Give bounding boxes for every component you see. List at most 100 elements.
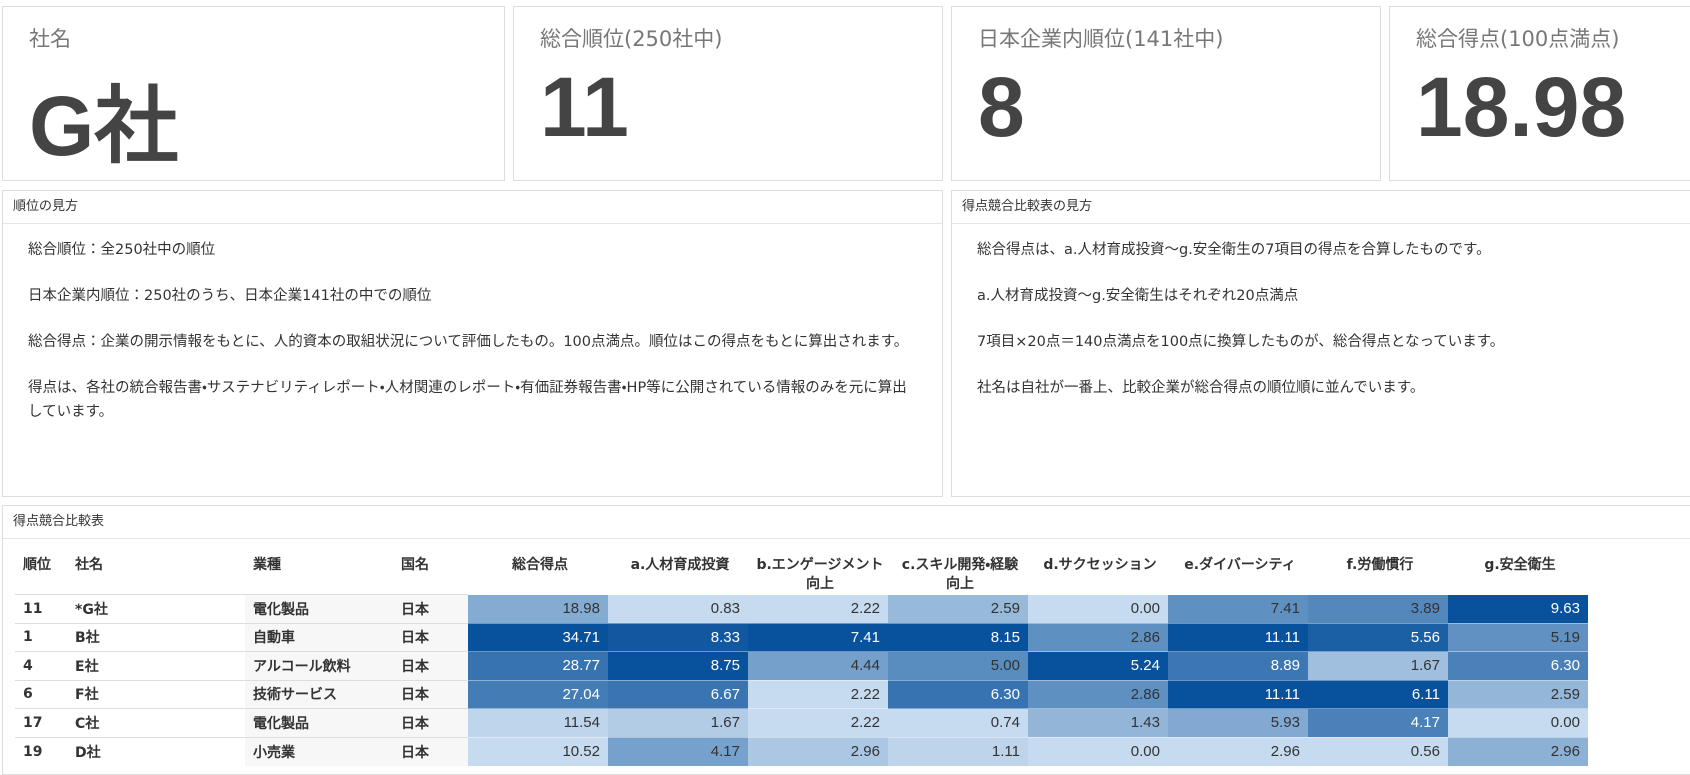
table-cell: 11.54 <box>468 708 608 737</box>
table-cell: 0.00 <box>1028 736 1168 766</box>
table-cell: 日本 <box>393 622 468 652</box>
table-cell: 日本 <box>393 679 468 709</box>
table-row: 17 C社 電化製品 日本 11.54 1.67 2.22 0.74 1.43 5.93 4.17 0… <box>15 708 1588 737</box>
table-cell: 2.96 <box>1448 736 1588 766</box>
table-cell: 5.56 <box>1308 622 1448 652</box>
table-cell: 11 <box>15 594 67 623</box>
table-cell: 1.67 <box>1308 651 1448 680</box>
table-cell: C社 <box>67 708 245 737</box>
panel-title: 得点競合比較表の見方 <box>952 191 1690 224</box>
column-header: g.安全衛生 <box>1484 557 1556 573</box>
table-cell: 2.86 <box>1028 679 1168 709</box>
table-cell: 日本 <box>393 651 468 680</box>
kpi-label: 日本企業内順位(141社中) <box>978 27 1224 51</box>
table-cell: 8.75 <box>608 651 748 680</box>
table-row: 1 B社 自動車 日本 34.71 8.33 7.41 8.15 2.86 11.11 5.56 5.… <box>15 622 1588 652</box>
kpi-value: G社 <box>29 79 179 173</box>
table-cell: 電化製品 <box>245 708 393 737</box>
table-cell: 6.67 <box>608 679 748 709</box>
table-cell: 2.22 <box>748 679 888 709</box>
table-cell: 1.11 <box>888 736 1028 766</box>
paragraph: 総合順位：全250社中の順位 <box>28 242 216 258</box>
column-header: 業種 <box>253 557 281 573</box>
table-cell: 18.98 <box>468 594 608 623</box>
table-cell: 1.67 <box>608 708 748 737</box>
table-cell: 7.41 <box>748 622 888 652</box>
kpi-label: 総合順位(250社中) <box>540 27 723 51</box>
column-header: f.労働慣行 <box>1346 557 1414 573</box>
column-header: 国名 <box>401 557 429 573</box>
table-cell: 4.44 <box>748 651 888 680</box>
paragraph: 社名は自社が一番上、比較企業が総合得点の順位順に並んでいます。 <box>977 380 1425 396</box>
kpi-card: 社名 G社 <box>2 6 505 181</box>
table-cell: 2.59 <box>1448 679 1588 709</box>
table-cell: 27.04 <box>468 679 608 709</box>
column-header: b.エンゲージメント向上 <box>756 557 884 592</box>
panel-title: 得点競合比較表 <box>3 506 1690 539</box>
table-cell: 0.00 <box>1028 594 1168 623</box>
table-cell: 11.11 <box>1168 622 1308 652</box>
table-cell: B社 <box>67 622 245 652</box>
table-cell: 1.43 <box>1028 708 1168 737</box>
table-panel: 得点競合比較表 順位 社名 業種 国名 総合得点 a.人材育成投資 b.エンゲージメント向上… <box>2 505 1690 775</box>
table-cell: 8.15 <box>888 622 1028 652</box>
paragraph: 総合得点は、a.人材育成投資〜g.安全衛生の7項目の得点を合算したものです。 <box>977 242 1491 258</box>
table-cell: 9.63 <box>1448 594 1588 623</box>
table-cell: 0.83 <box>608 594 748 623</box>
table-cell: 日本 <box>393 708 468 737</box>
info-panel: 順位の見方 総合順位：全250社中の順位日本企業内順位：250社のうち、日本企業… <box>2 190 943 497</box>
table-cell: 4.17 <box>608 736 748 766</box>
table-cell: 2.96 <box>748 736 888 766</box>
table-cell: 5.24 <box>1028 651 1168 680</box>
paragraph: 7項目×20点＝140点満点を100点に換算したものが、総合得点となっています。 <box>977 334 1505 350</box>
paragraph: a.人材育成投資〜g.安全衛生はそれぞれ20点満点 <box>977 288 1299 304</box>
table-cell: 1 <box>15 622 67 652</box>
table-cell: 日本 <box>393 736 468 766</box>
table-cell: 4.17 <box>1308 708 1448 737</box>
table-cell: 0.74 <box>888 708 1028 737</box>
table-cell: 11.11 <box>1168 679 1308 709</box>
table-cell: 8.89 <box>1168 651 1308 680</box>
table-cell: 自動車 <box>245 622 393 652</box>
table-cell: 19 <box>15 736 67 766</box>
table-cell: 0.56 <box>1308 736 1448 766</box>
table-cell: 6 <box>15 679 67 709</box>
table-cell: 0.00 <box>1448 708 1588 737</box>
table-cell: 2.96 <box>1168 736 1308 766</box>
column-header: 社名 <box>75 557 103 573</box>
table-cell: 小売業 <box>245 736 393 766</box>
table-cell: 6.30 <box>1448 651 1588 680</box>
kpi-card: 日本企業内順位(141社中) 8 <box>951 6 1381 181</box>
table-cell: 10.52 <box>468 736 608 766</box>
kpi-card: 総合順位(250社中) 11 <box>513 6 943 181</box>
table-cell: 日本 <box>393 594 468 623</box>
table-row: 6 F社 技術サービス 日本 27.04 6.67 2.22 6.30 2.86 11.11 6.1… <box>15 679 1588 709</box>
paragraph: 得点は、各社の統合報告書・サステナビリティレポート・人材関連のレポート・有価証券… <box>28 380 907 420</box>
column-header: 総合得点 <box>512 557 568 573</box>
column-header: c.スキル開発・経験向上 <box>901 557 1019 592</box>
column-header: 順位 <box>23 557 51 573</box>
table-cell: 4 <box>15 651 67 680</box>
table-cell: D社 <box>67 736 245 766</box>
table-row: 4 E社 アルコール飲料 日本 28.77 8.75 4.44 5.00 5.24 8.89 1.6… <box>15 651 1588 680</box>
table-cell: 2.86 <box>1028 622 1168 652</box>
kpi-value: 18.98 <box>1416 60 1627 154</box>
paragraph: 総合得点：企業の開示情報をもとに、人的資本の取組状況について評価したもの。100… <box>28 334 909 350</box>
table-cell: 3.89 <box>1308 594 1448 623</box>
table-cell: 電化製品 <box>245 594 393 623</box>
table-cell: F社 <box>67 679 245 709</box>
panel-body: 総合順位：全250社中の順位日本企業内順位：250社のうち、日本企業141社の中… <box>3 224 942 424</box>
table-cell: 6.11 <box>1308 679 1448 709</box>
table-cell: *G社 <box>67 594 245 623</box>
table-cell: 5.00 <box>888 651 1028 680</box>
table-cell: 7.41 <box>1168 594 1308 623</box>
paragraph: 日本企業内順位：250社のうち、日本企業141社の中での順位 <box>28 288 432 304</box>
info-panel: 得点競合比較表の見方 総合得点は、a.人材育成投資〜g.安全衛生の7項目の得点を… <box>951 190 1690 497</box>
table-cell: 8.33 <box>608 622 748 652</box>
panel-title: 順位の見方 <box>3 191 942 224</box>
score-table: 順位 社名 業種 国名 総合得点 a.人材育成投資 b.エンゲージメント向上 c.スキル開発・… <box>15 544 1588 766</box>
table-cell: アルコール飲料 <box>245 651 393 680</box>
table-cell: E社 <box>67 651 245 680</box>
column-header: a.人材育成投資 <box>630 557 730 573</box>
